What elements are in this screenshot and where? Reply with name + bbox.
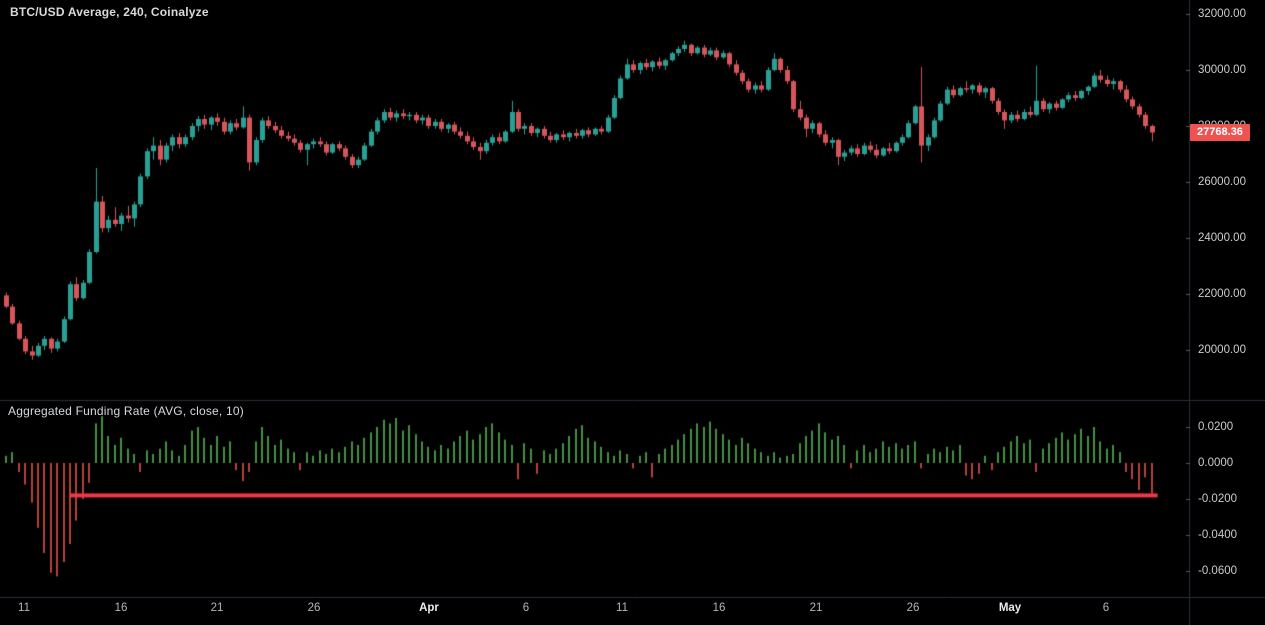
funding-axis-label: -0.0200 xyxy=(1198,493,1238,505)
funding-axis-label: 0.0200 xyxy=(1198,421,1234,433)
funding-axis-label: -0.0400 xyxy=(1198,529,1238,541)
time-axis-label: 11 xyxy=(616,602,628,614)
indicator-title: Aggregated Funding Rate (AVG, close, 10) xyxy=(8,404,244,418)
time-axis-label: 11 xyxy=(18,602,30,614)
price-axis-label: 26000.00 xyxy=(1198,176,1246,188)
price-axis-label: 22000.00 xyxy=(1198,288,1246,300)
time-axis-label: 6 xyxy=(522,602,530,614)
time-axis-label: 21 xyxy=(210,602,224,614)
funding-axis-label: -0.0600 xyxy=(1198,565,1238,577)
time-axis-label: 26 xyxy=(906,602,920,614)
price-axis-label: 24000.00 xyxy=(1198,232,1246,244)
last-price-label: 27768.36 xyxy=(1190,124,1250,141)
funding-axis-label: 0.0000 xyxy=(1198,457,1234,469)
time-axis-label: 16 xyxy=(114,602,128,614)
price-axis-label: 20000.00 xyxy=(1198,344,1246,356)
time-axis-label: 21 xyxy=(809,602,823,614)
price-axis-label: 30000.00 xyxy=(1198,64,1246,76)
time-axis-label: 26 xyxy=(307,602,321,614)
time-axis-label: Apr xyxy=(419,602,439,614)
time-axis-label: 16 xyxy=(712,602,726,614)
time-axis-label: May xyxy=(998,602,1022,614)
price-axis-label: 32000.00 xyxy=(1198,8,1246,20)
symbol-title: BTC/USD Average, 240, Coinalyze xyxy=(10,5,209,19)
time-axis-label: 6 xyxy=(1102,602,1110,614)
